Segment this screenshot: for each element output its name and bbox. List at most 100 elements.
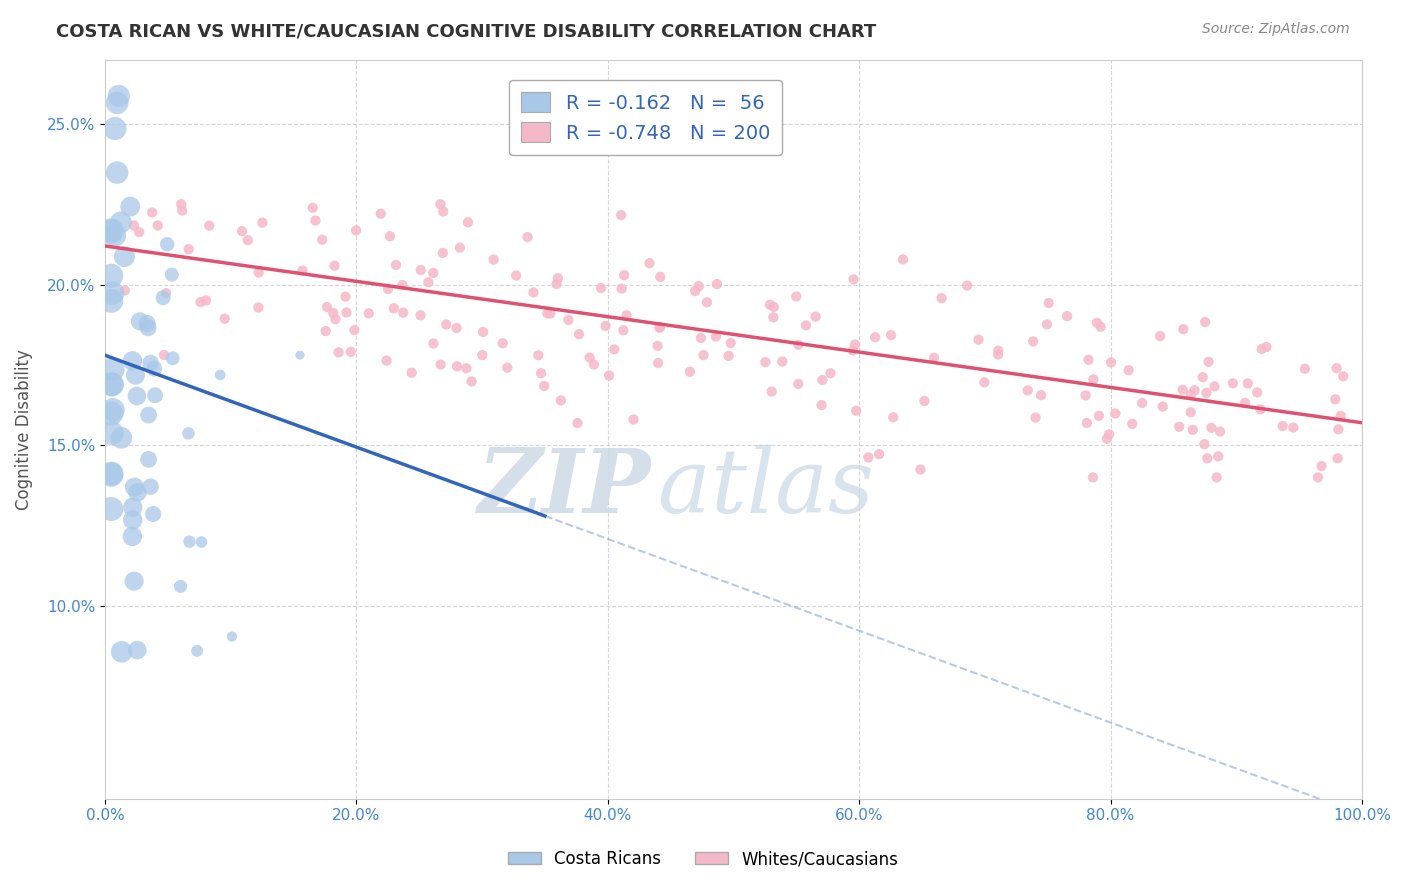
Point bbox=[288, 348, 311, 362]
Point bbox=[304, 213, 326, 227]
Point bbox=[101, 403, 124, 417]
Point bbox=[100, 426, 122, 441]
Point bbox=[1168, 419, 1191, 434]
Point bbox=[120, 200, 142, 214]
Point bbox=[1029, 388, 1052, 402]
Point bbox=[172, 203, 194, 218]
Point bbox=[804, 310, 827, 324]
Point bbox=[610, 282, 633, 296]
Point bbox=[533, 379, 555, 393]
Point bbox=[1184, 384, 1206, 398]
Point bbox=[720, 336, 742, 351]
Point bbox=[138, 408, 160, 422]
Point bbox=[472, 325, 495, 339]
Point bbox=[122, 219, 145, 233]
Point bbox=[121, 500, 143, 515]
Point bbox=[136, 317, 159, 331]
Point bbox=[101, 286, 124, 301]
Point bbox=[236, 233, 259, 247]
Point bbox=[446, 359, 468, 374]
Point bbox=[456, 361, 478, 376]
Point bbox=[1152, 400, 1174, 414]
Point bbox=[612, 323, 634, 337]
Point bbox=[1209, 425, 1232, 439]
Point bbox=[434, 318, 457, 332]
Point bbox=[101, 362, 124, 376]
Point bbox=[1180, 405, 1202, 419]
Point bbox=[568, 327, 591, 342]
Point bbox=[121, 529, 143, 543]
Point bbox=[683, 284, 706, 298]
Point bbox=[247, 301, 270, 315]
Point bbox=[422, 336, 444, 351]
Point bbox=[1074, 388, 1097, 402]
Point bbox=[1198, 355, 1220, 369]
Point bbox=[1083, 372, 1105, 386]
Point bbox=[1077, 352, 1099, 367]
Y-axis label: Cognitive Disability: Cognitive Disability bbox=[15, 349, 32, 509]
Point bbox=[987, 343, 1010, 358]
Point bbox=[142, 507, 165, 521]
Point bbox=[538, 306, 561, 320]
Point bbox=[1326, 361, 1348, 376]
Point bbox=[100, 467, 122, 481]
Point bbox=[603, 343, 626, 357]
Point bbox=[696, 295, 718, 310]
Point bbox=[482, 252, 505, 267]
Text: Source: ZipAtlas.com: Source: ZipAtlas.com bbox=[1202, 22, 1350, 37]
Point bbox=[882, 410, 904, 425]
Point bbox=[842, 272, 865, 286]
Point bbox=[105, 165, 128, 179]
Point bbox=[105, 95, 128, 110]
Point bbox=[1173, 322, 1195, 336]
Point bbox=[844, 337, 866, 351]
Point bbox=[122, 574, 145, 589]
Point bbox=[598, 368, 620, 383]
Point bbox=[1236, 376, 1258, 391]
Point bbox=[589, 281, 612, 295]
Point bbox=[858, 450, 880, 465]
Point bbox=[422, 266, 444, 280]
Point bbox=[1326, 451, 1348, 466]
Point bbox=[179, 534, 201, 549]
Point bbox=[967, 333, 990, 347]
Point bbox=[460, 375, 482, 389]
Point bbox=[1118, 363, 1140, 377]
Point bbox=[110, 215, 132, 229]
Point bbox=[557, 313, 579, 327]
Point bbox=[1330, 409, 1353, 423]
Text: ZIP: ZIP bbox=[478, 445, 652, 532]
Point bbox=[124, 368, 146, 383]
Point bbox=[357, 306, 380, 320]
Point bbox=[432, 246, 454, 260]
Point bbox=[100, 268, 122, 283]
Point bbox=[1181, 423, 1204, 437]
Point bbox=[1149, 329, 1171, 343]
Point bbox=[1095, 432, 1118, 446]
Point bbox=[527, 348, 550, 362]
Point bbox=[429, 197, 451, 211]
Point bbox=[114, 250, 136, 264]
Point bbox=[1130, 396, 1153, 410]
Point bbox=[706, 277, 728, 292]
Point bbox=[247, 266, 270, 280]
Point bbox=[209, 368, 232, 382]
Point bbox=[567, 416, 589, 430]
Point bbox=[143, 388, 166, 402]
Point bbox=[322, 306, 344, 320]
Point bbox=[868, 447, 890, 461]
Point bbox=[1205, 470, 1227, 484]
Point bbox=[103, 228, 125, 243]
Point bbox=[550, 393, 572, 408]
Point bbox=[717, 349, 740, 363]
Point bbox=[1195, 385, 1218, 400]
Point bbox=[316, 300, 339, 314]
Point bbox=[704, 329, 727, 343]
Point bbox=[344, 223, 367, 237]
Point bbox=[762, 300, 785, 314]
Point bbox=[1025, 410, 1047, 425]
Point bbox=[516, 230, 538, 244]
Point bbox=[1324, 392, 1347, 407]
Point bbox=[177, 242, 200, 256]
Point bbox=[530, 366, 553, 380]
